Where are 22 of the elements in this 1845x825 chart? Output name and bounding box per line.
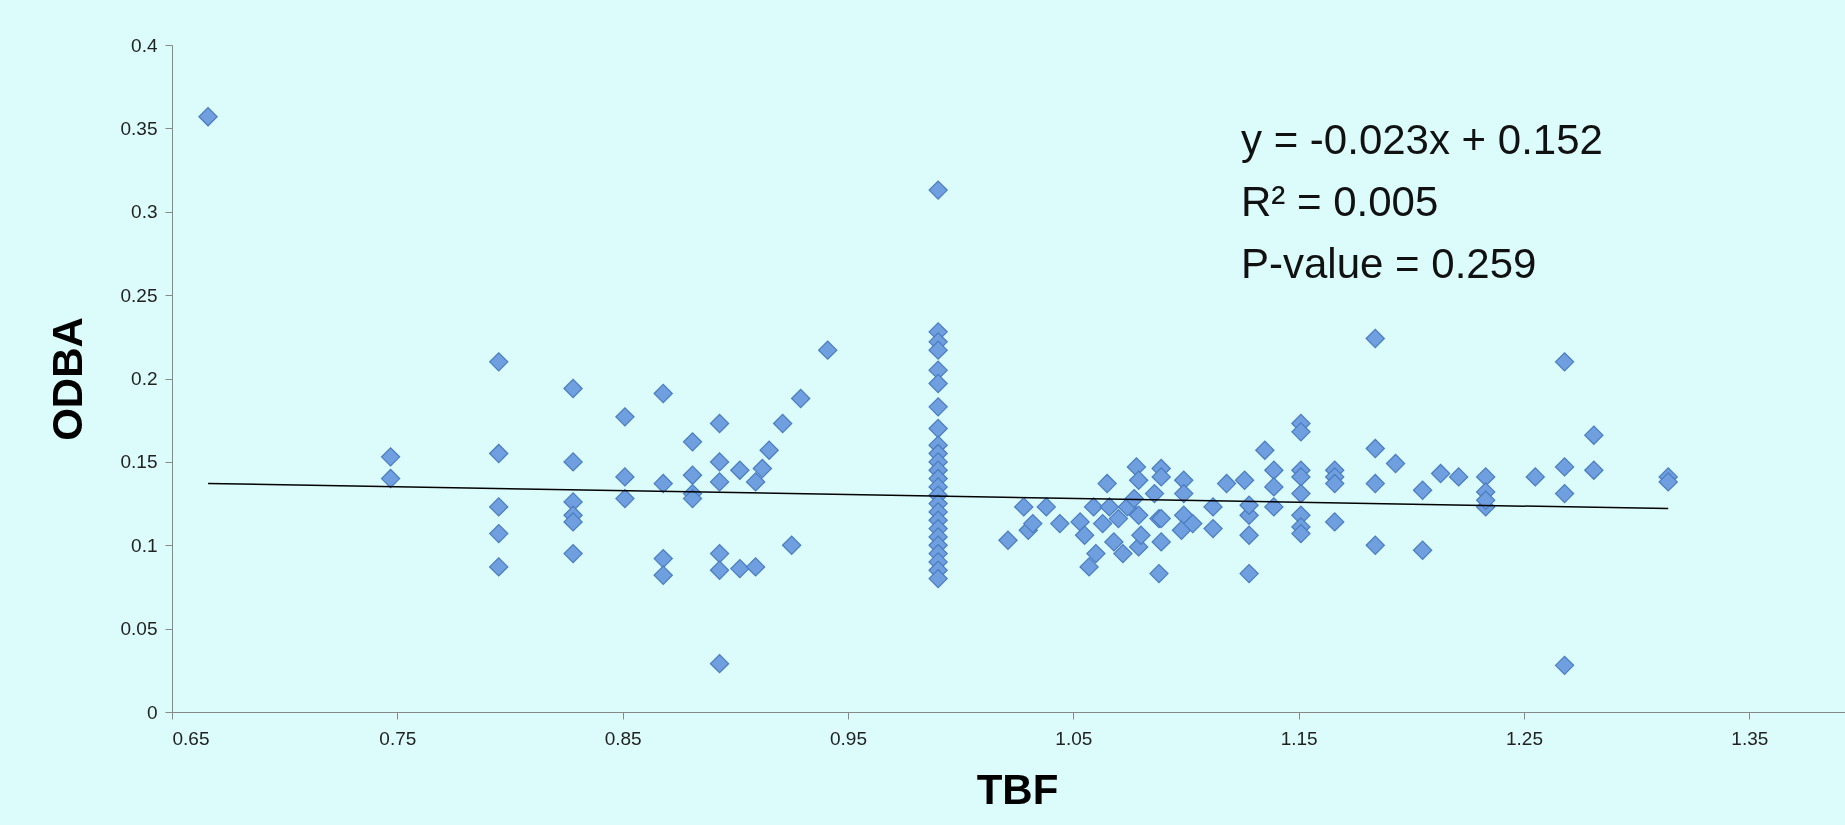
y-tick-label: 0	[146, 701, 158, 723]
x-tick-label: 0.95	[830, 727, 867, 749]
y-tick-label: 0.4	[131, 34, 158, 56]
x-tick-label: 0.85	[604, 727, 642, 749]
annotation: R² = 0.005	[1241, 178, 1439, 225]
x-tick-label: 0.65	[172, 727, 210, 749]
x-tick-label: 0.75	[379, 727, 417, 749]
y-tick-label: 0.35	[120, 117, 158, 139]
y-axis-title: ODBA	[43, 317, 91, 441]
x-tick-label: 1.05	[1055, 727, 1093, 749]
x-axis-title: TBF	[976, 765, 1059, 813]
y-tick-label: 0.25	[120, 284, 158, 306]
x-tick-label: 1.15	[1280, 727, 1318, 749]
y-tick-label: 0.15	[120, 451, 158, 473]
x-tick-label: 1.25	[1506, 727, 1543, 749]
annotation: y = -0.023x + 0.152	[1241, 116, 1603, 163]
y-tick-label: 0.3	[131, 201, 158, 223]
x-tick-label: 1.35	[1731, 727, 1769, 749]
y-tick-label: 0.1	[131, 534, 158, 556]
y-tick-label: 0.05	[120, 618, 158, 640]
y-tick-label: 0.2	[131, 368, 158, 389]
annotation: P-value = 0.259	[1241, 240, 1537, 287]
